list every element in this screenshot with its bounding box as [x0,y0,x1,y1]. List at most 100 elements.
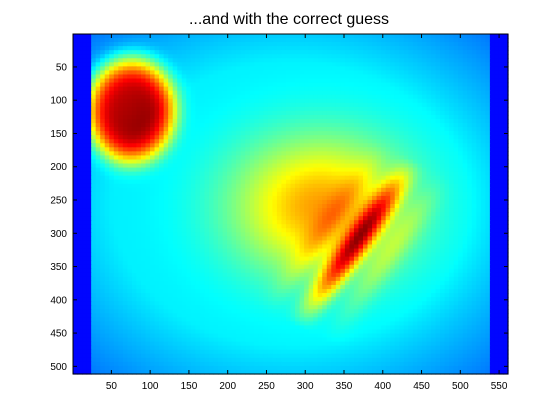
heatmap-cell [471,78,477,84]
heatmap-cell [376,106,382,112]
heatmap-cell [503,127,509,132]
heatmap-cell [426,240,432,246]
heatmap-cell [113,114,119,120]
heatmap-cell [335,171,341,177]
heatmap-cell [304,106,310,112]
heatmap-cell [435,171,441,177]
heatmap-cell [254,216,260,221]
heatmap-cell [272,34,278,39]
heatmap-cell [308,58,314,63]
heatmap-cell [73,159,79,165]
heatmap-cell [376,187,382,193]
heatmap-cell [222,106,228,112]
heatmap-cell [113,208,119,213]
heatmap-cell [353,94,360,100]
heatmap-cell [172,151,178,157]
heatmap-cell [231,110,237,116]
heatmap-cell [172,34,178,39]
heatmap-cell [150,66,156,72]
heatmap-cell [503,86,509,92]
heatmap-cell [127,232,133,237]
heatmap-cell [91,46,97,51]
heatmap-cell [77,204,83,209]
heatmap-cell [118,54,124,59]
heatmap-cell [109,139,115,144]
heatmap-cell [204,167,210,173]
heatmap-cell [295,135,301,140]
heatmap-cell [399,62,405,67]
heatmap-cell [122,119,128,124]
heatmap-cell [100,232,106,237]
heatmap-cell [363,94,369,100]
heatmap-cell [154,131,160,136]
heatmap-cell [408,135,414,140]
heatmap-cell [390,232,396,237]
heatmap-cell [489,98,496,104]
heatmap-cell [77,240,83,246]
heatmap-cell [295,74,301,80]
heatmap-cell [122,187,128,193]
heatmap-cell [498,155,505,161]
heatmap-cell [218,236,224,242]
heatmap-cell [313,123,319,128]
heatmap-cell [498,240,505,246]
heatmap-cell [421,163,428,169]
heatmap-cell [467,123,473,128]
heatmap-cell [127,216,133,221]
heatmap-cell [213,159,219,165]
heatmap-cell [249,131,255,136]
heatmap-cell [458,220,464,225]
heatmap-cell [140,114,147,120]
heatmap-cell [91,216,97,221]
heatmap-cell [498,110,505,116]
heatmap-cell [213,195,219,201]
heatmap-cell [263,54,269,59]
heatmap-cell [245,38,251,43]
heatmap-cell [458,42,464,47]
heatmap-cell [322,127,328,132]
heatmap-cell [258,58,264,63]
heatmap-cell [263,147,269,152]
heatmap-cell [372,54,378,59]
heatmap-cell [326,175,332,181]
heatmap-cell [236,74,242,80]
heatmap-cell [449,34,455,39]
heatmap-cell [489,147,496,152]
heatmap-cell [417,216,423,221]
heatmap-cell [340,119,346,124]
heatmap-cell [113,232,119,237]
heatmap-cell [331,78,337,84]
heatmap-cell [412,220,418,225]
heatmap-cell [159,34,165,39]
heatmap-cell [489,110,496,116]
heatmap-cell [426,86,432,92]
heatmap-cell [222,114,228,120]
heatmap-cell [109,74,115,80]
heatmap-cell [494,208,500,213]
heatmap-cell [353,224,360,229]
heatmap-cell [231,70,237,76]
heatmap-cell [227,147,233,152]
heatmap-cell [281,208,287,213]
heatmap-cell [177,199,183,205]
heatmap-cell [82,147,88,152]
heatmap-cell [73,110,79,116]
heatmap-cell [335,94,341,100]
heatmap-cell [258,131,264,136]
heatmap-cell [376,179,382,185]
heatmap-cell [353,236,360,242]
heatmap-cell [408,131,414,136]
heatmap-cell [435,114,441,120]
heatmap-cell [353,34,360,39]
heatmap-cell [118,232,124,237]
heatmap-cell [136,228,142,233]
heatmap-cell [177,131,183,136]
heatmap-cell [213,240,219,246]
heatmap-cell [218,220,224,225]
heatmap-cell [458,147,464,152]
heatmap-cell [426,183,432,189]
heatmap-cell [462,139,468,144]
heatmap-cell [100,50,106,55]
heatmap-cell [249,151,255,157]
heatmap-cell [326,187,332,193]
